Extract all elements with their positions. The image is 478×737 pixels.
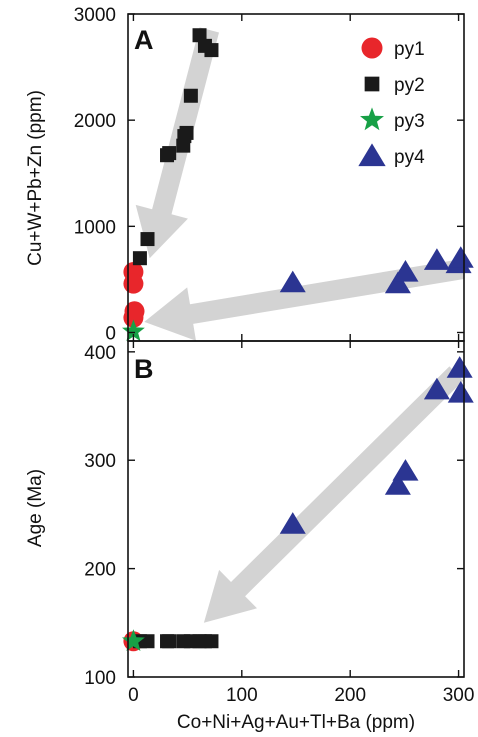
y-tick-label: 100 xyxy=(84,668,116,689)
data-point-py4 xyxy=(392,459,419,481)
y-axis-title-b: Age (Ma) xyxy=(25,469,46,547)
data-point-py2 xyxy=(140,232,155,247)
data-point-py4 xyxy=(392,259,419,282)
y-tick-label: 2000 xyxy=(74,111,116,132)
data-point-py2 xyxy=(140,634,155,649)
x-axis-ticks: 0 100 200 300 xyxy=(128,341,474,706)
y-tick-label: 300 xyxy=(84,451,116,472)
y-tick-label: 0 xyxy=(105,324,116,345)
x-tick-label: 200 xyxy=(334,685,366,706)
data-point-py3 xyxy=(122,319,145,342)
data-point-py1 xyxy=(123,273,144,294)
legend-marker-py3 xyxy=(360,107,384,131)
legend: py1 py2 py3 py4 xyxy=(358,37,425,168)
data-point-py2 xyxy=(183,88,198,103)
points-a xyxy=(122,28,474,342)
data-point-py2 xyxy=(192,28,207,43)
data-point-py4 xyxy=(384,271,411,294)
legend-label-py2: py2 xyxy=(394,75,425,96)
arrows-b xyxy=(203,366,464,623)
y-tick-label: 200 xyxy=(84,560,116,581)
data-point-py4 xyxy=(446,356,473,378)
data-point-py2 xyxy=(132,251,147,266)
y-tick-label: 3000 xyxy=(74,5,116,26)
data-point-py4 xyxy=(423,377,450,400)
data-point-py2 xyxy=(162,634,177,649)
y-tick-label: 1000 xyxy=(74,217,116,238)
data-point-py4 xyxy=(279,270,306,293)
data-point-py2 xyxy=(204,634,219,649)
trend-arrow xyxy=(203,366,464,623)
data-point-py4 xyxy=(384,473,411,495)
panel-a-label: A xyxy=(134,25,154,55)
data-point-py2 xyxy=(162,146,177,161)
panel-b-label: B xyxy=(134,354,154,384)
legend-label-py1: py1 xyxy=(394,39,425,60)
panel-b-frame xyxy=(127,340,465,678)
data-point-py4 xyxy=(447,381,474,403)
legend-marker-py1 xyxy=(361,37,383,59)
data-point-py4 xyxy=(447,246,474,268)
data-point-py4 xyxy=(279,512,306,534)
data-point-py3 xyxy=(122,629,145,651)
x-tick-label: 300 xyxy=(443,685,475,706)
legend-marker-py4 xyxy=(358,143,386,167)
panel-a: 0 1000 2000 3000 A py1 py2 py3 py4 xyxy=(74,5,474,345)
y-tick-label: 400 xyxy=(84,343,116,364)
y-axis-title-a: Cu+W+Pb+Zn (ppm) xyxy=(25,90,46,266)
trend-arrow xyxy=(144,258,464,341)
panel-a-y-ticks: 0 1000 2000 3000 xyxy=(74,5,464,345)
data-point-py2 xyxy=(204,43,219,58)
legend-label-py3: py3 xyxy=(394,111,425,132)
panel-b: 100 200 300 400 0 100 200 300 B xyxy=(84,340,474,706)
x-axis-title: Co+Ni+Ag+Au+Tl+Ba (ppm) xyxy=(177,712,415,733)
x-tick-label: 0 xyxy=(128,685,139,706)
data-point-py2 xyxy=(179,125,194,140)
legend-label-py4: py4 xyxy=(394,147,425,168)
data-point-py1 xyxy=(124,301,145,322)
data-point-py4 xyxy=(423,248,450,270)
panel-b-y-ticks: 100 200 300 400 xyxy=(84,343,464,689)
x-tick-label: 100 xyxy=(226,685,258,706)
legend-marker-py2 xyxy=(364,76,380,92)
